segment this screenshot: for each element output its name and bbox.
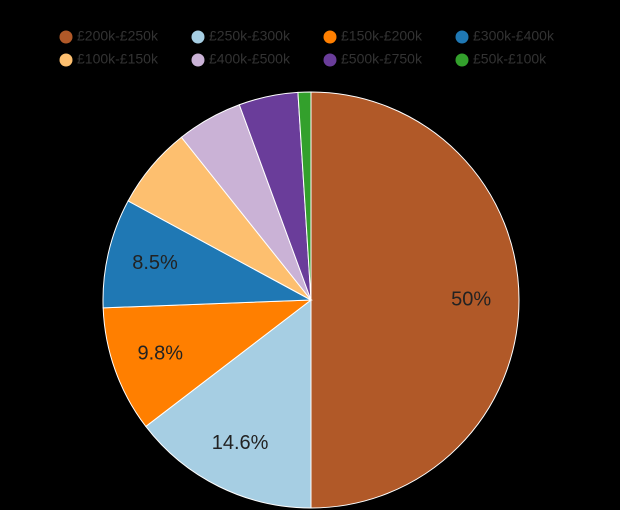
legend-label: £400k-£500k (209, 51, 291, 67)
legend-label: £250k-£300k (209, 28, 291, 44)
legend-swatch (323, 30, 337, 44)
data-label: 14.6% (212, 432, 269, 454)
legend-swatch (191, 53, 205, 67)
pie-slice (310, 91, 520, 509)
data-label: 8.5% (132, 252, 178, 274)
data-label: 50% (451, 288, 491, 310)
legend-label: £100k-£150k (77, 51, 159, 67)
legend-swatch (455, 53, 469, 67)
legend-label: £50k-£100k (473, 51, 547, 67)
legend-swatch (191, 30, 205, 44)
pie-slice (145, 298, 312, 509)
pie-slice (297, 91, 312, 301)
legend-label: £200k-£250k (77, 28, 159, 44)
legend-label: £150k-£200k (341, 28, 423, 44)
legend-label: £500k-£750k (341, 51, 423, 67)
legend-swatch (455, 30, 469, 44)
pie-slice (102, 200, 313, 309)
legend-label: £300k-£400k (473, 28, 555, 44)
legend-swatch (323, 53, 337, 67)
legend-swatch (59, 53, 73, 67)
legend-swatch (59, 30, 73, 44)
pie-slice (102, 299, 313, 428)
data-label: 9.8% (138, 343, 184, 365)
